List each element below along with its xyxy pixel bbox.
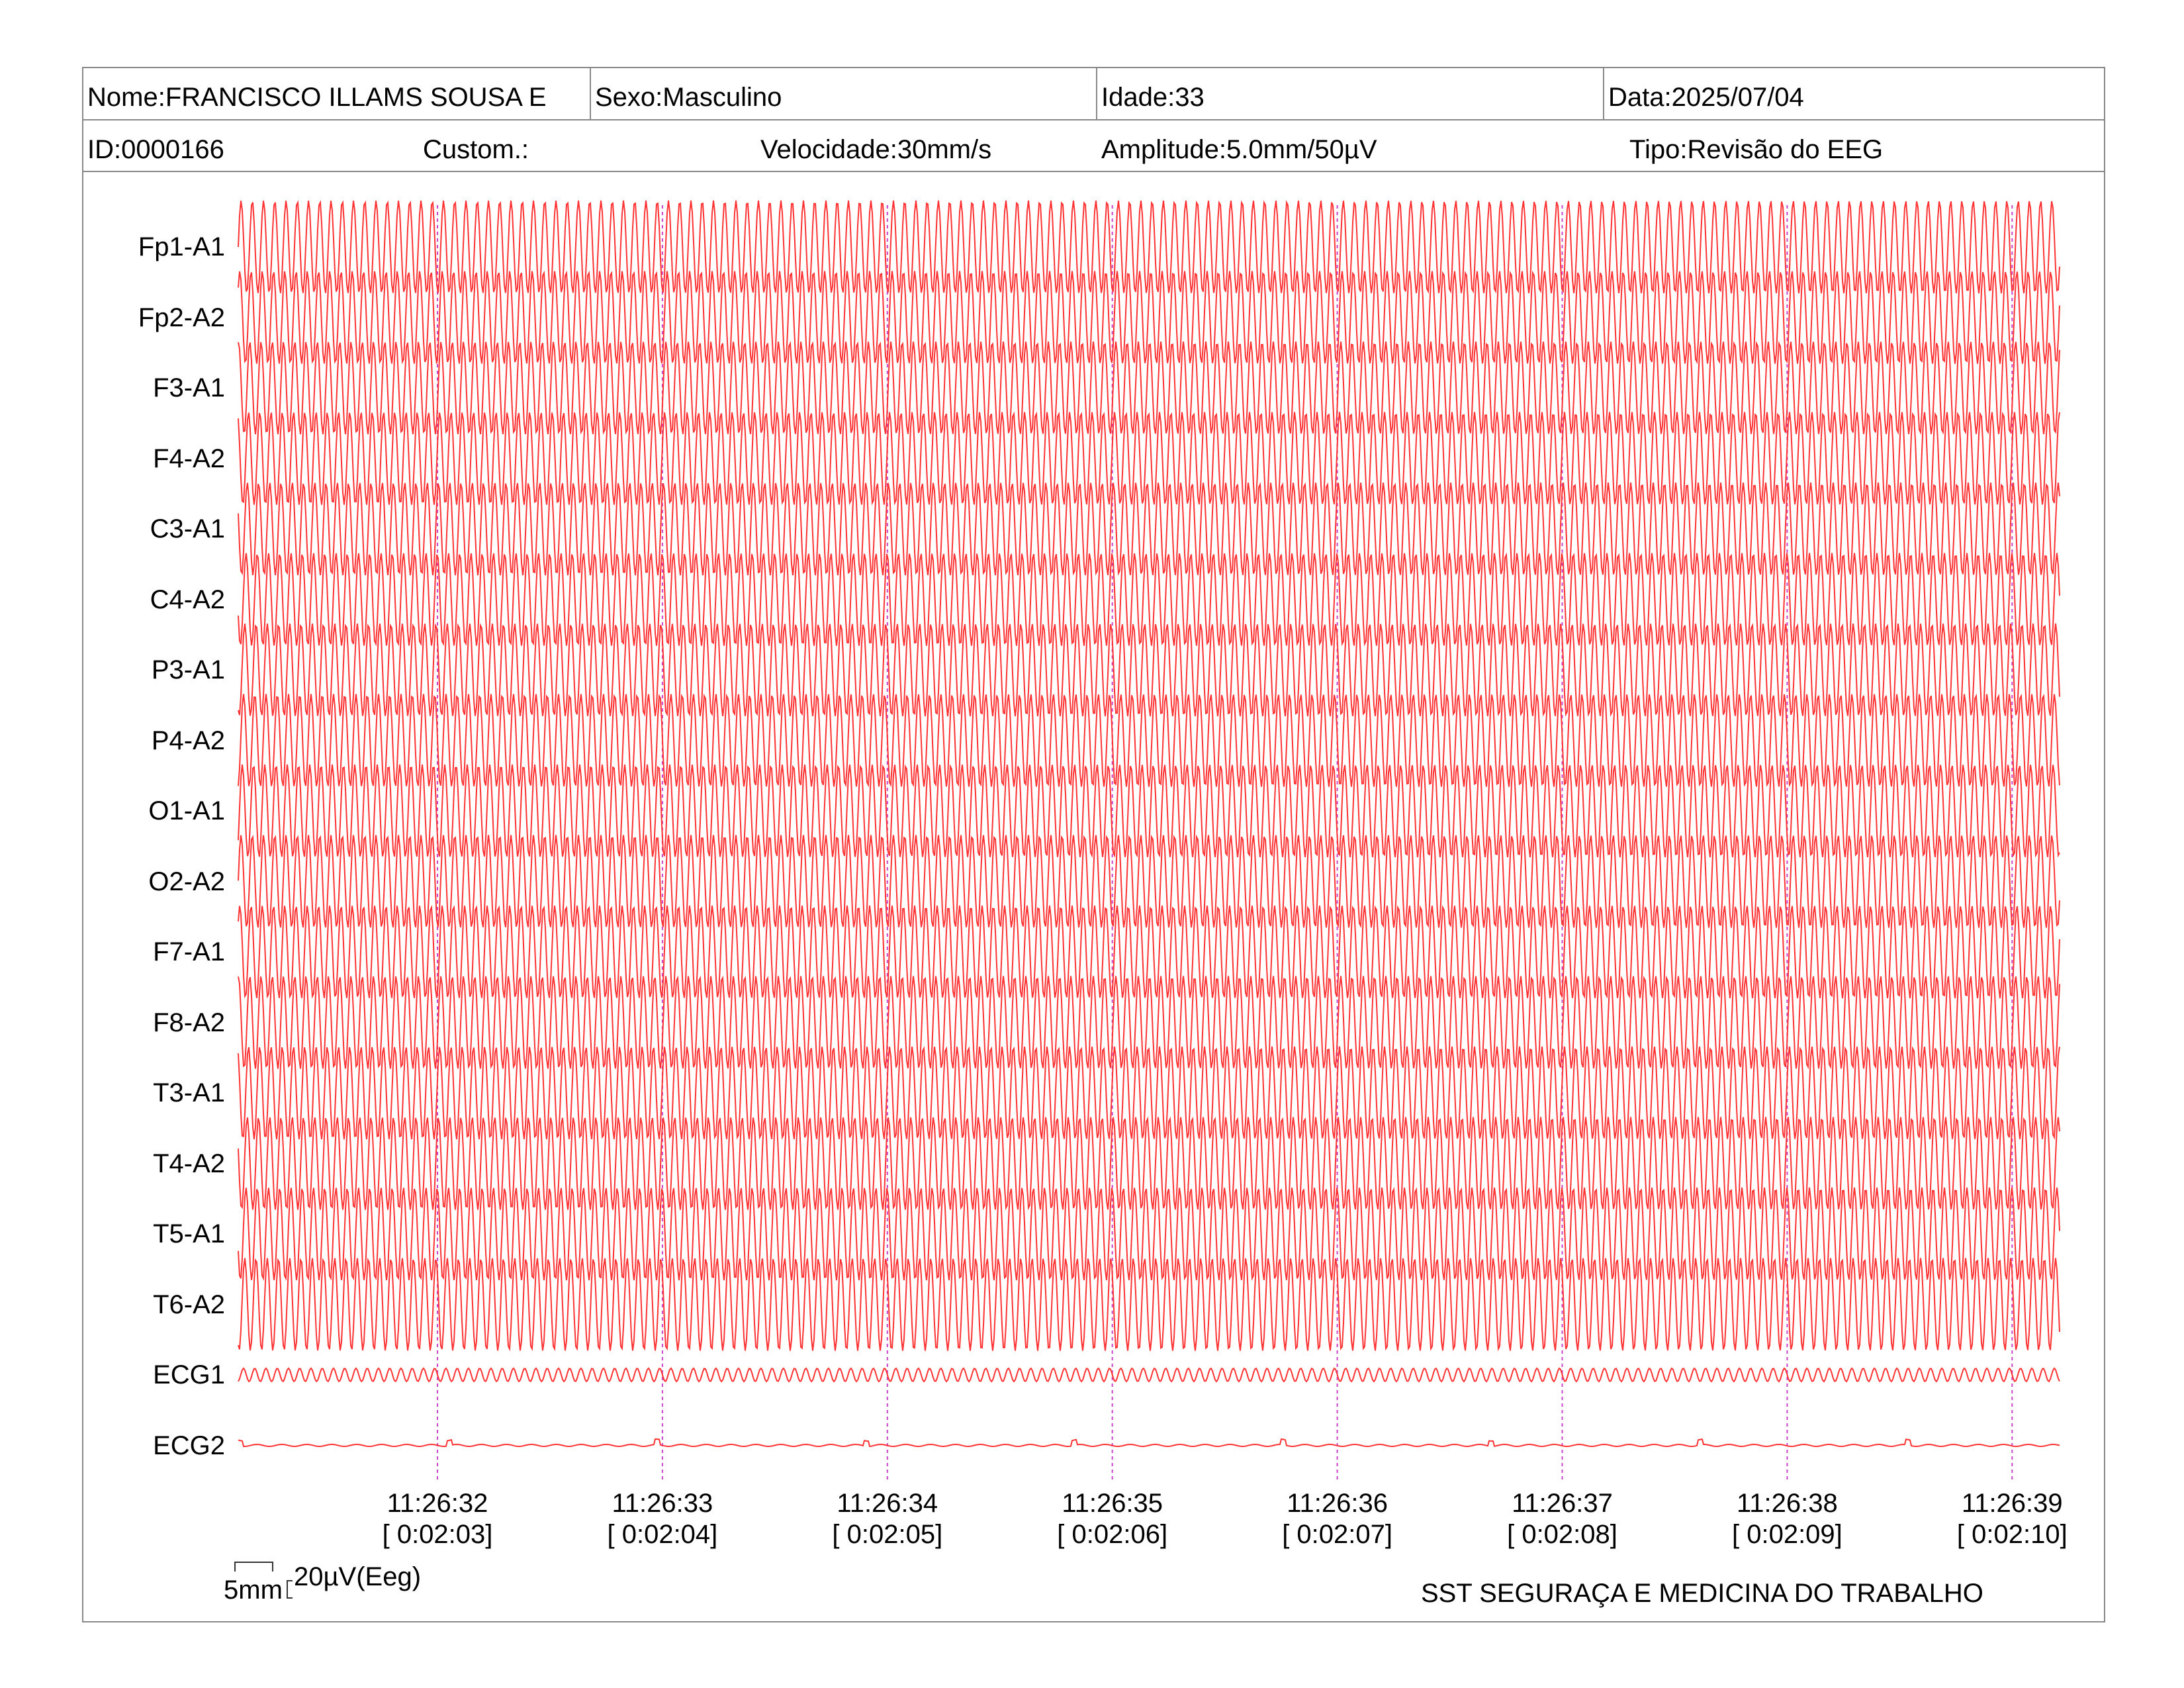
elapsed-tick-label: [ 0:02:09] xyxy=(1731,1520,1843,1549)
channel-trace xyxy=(238,834,2060,929)
channel-trace xyxy=(238,200,2060,294)
amplitude-field: Amplitude:5.0mm/50µV xyxy=(1101,135,1377,164)
header-divider xyxy=(82,119,2105,120)
elapsed-tick-label: [ 0:02:05] xyxy=(832,1520,943,1549)
patient-age: Idade:33 xyxy=(1101,83,1205,112)
channel-trace xyxy=(238,975,2060,1070)
speed-field: Velocidade:30mm/s xyxy=(760,135,992,164)
time-tick-label: 11:26:37 xyxy=(1512,1489,1613,1518)
elapsed-tick-label: [ 0:02:04] xyxy=(607,1520,718,1549)
channel-trace xyxy=(238,1116,2060,1211)
channel-label: ECG1 xyxy=(153,1360,225,1389)
elapsed-tick-label: [ 0:02:10] xyxy=(1956,1520,2068,1549)
channel-trace xyxy=(238,1367,2060,1383)
channel-label: C4-A2 xyxy=(150,585,225,614)
channel-trace xyxy=(238,411,2060,506)
type-field: Tipo:Revisão do EEG xyxy=(1629,135,1884,164)
channel-trace xyxy=(238,905,2060,999)
record-id: ID:0000166 xyxy=(87,135,224,164)
channel-trace xyxy=(238,270,2060,365)
channel-label: C3-A1 xyxy=(150,514,225,543)
channel-label: F4-A2 xyxy=(153,444,225,473)
channel-label: ECG2 xyxy=(153,1430,225,1460)
channel-trace xyxy=(238,482,2060,576)
channel-label: T3-A1 xyxy=(153,1078,225,1107)
patient-sex: Sexo:Masculino xyxy=(595,83,782,112)
elapsed-tick-label: [ 0:02:06] xyxy=(1057,1520,1168,1549)
channel-trace xyxy=(238,1187,2060,1281)
channel-label: P3-A1 xyxy=(151,655,225,684)
channel-trace xyxy=(238,693,2060,788)
channel-label: Fp1-A1 xyxy=(138,232,225,261)
scale-bracket-icon xyxy=(234,1562,293,1599)
channel-label: F3-A1 xyxy=(153,373,225,402)
time-tick-label: 11:26:35 xyxy=(1062,1489,1163,1518)
header-separator xyxy=(1603,67,1604,119)
channel-label: F8-A2 xyxy=(153,1008,225,1037)
record-date: Data:2025/07/04 xyxy=(1608,83,1804,112)
header-row-1: Nome:FRANCISCO ILLAMS SOUSA E Sexo:Mascu… xyxy=(82,67,2105,119)
time-tick-label: 11:26:38 xyxy=(1737,1489,1838,1518)
report-frame xyxy=(82,67,2105,1622)
header-bottom-divider xyxy=(82,171,2105,172)
channel-trace xyxy=(238,1257,2060,1352)
channel-trace xyxy=(238,1438,2060,1448)
channel-trace xyxy=(238,764,2060,858)
channel-label: O1-A1 xyxy=(148,796,225,825)
time-tick-label: 11:26:39 xyxy=(1961,1489,2063,1518)
header-row-2: ID:0000166 Custom.: Velocidade:30mm/s Am… xyxy=(82,119,2105,171)
company-name: SST SEGURAÇA E MEDICINA DO TRABALHO xyxy=(1421,1579,1983,1608)
custom-field: Custom.: xyxy=(423,135,529,164)
channel-trace xyxy=(238,341,2060,435)
time-tick-label: 11:26:32 xyxy=(387,1489,488,1518)
patient-name: Nome:FRANCISCO ILLAMS SOUSA E xyxy=(87,83,547,112)
elapsed-tick-label: [ 0:02:07] xyxy=(1282,1520,1392,1549)
time-tick-label: 11:26:36 xyxy=(1287,1489,1388,1518)
channel-label: T5-A1 xyxy=(153,1219,225,1248)
channel-trace xyxy=(238,623,2060,717)
channel-label: Fp2-A2 xyxy=(138,303,225,332)
channel-trace xyxy=(238,1046,2060,1140)
channel-label: F7-A1 xyxy=(153,937,225,966)
channel-trace xyxy=(238,552,2060,647)
channel-label: P4-A2 xyxy=(151,726,225,755)
time-scale-label: 5mm xyxy=(224,1575,283,1605)
elapsed-tick-label: [ 0:02:08] xyxy=(1507,1520,1617,1549)
time-tick-label: 11:26:34 xyxy=(837,1489,938,1518)
amplitude-scale-label: 20µV(Eeg) xyxy=(294,1562,422,1591)
channel-label: O2-A2 xyxy=(148,867,225,896)
channel-label: T4-A2 xyxy=(153,1149,225,1178)
time-tick-label: 11:26:33 xyxy=(612,1489,713,1518)
header-separator xyxy=(590,67,591,119)
channel-label: T6-A2 xyxy=(153,1289,225,1319)
elapsed-tick-label: [ 0:02:03] xyxy=(382,1520,493,1549)
header-separator xyxy=(1096,67,1097,119)
